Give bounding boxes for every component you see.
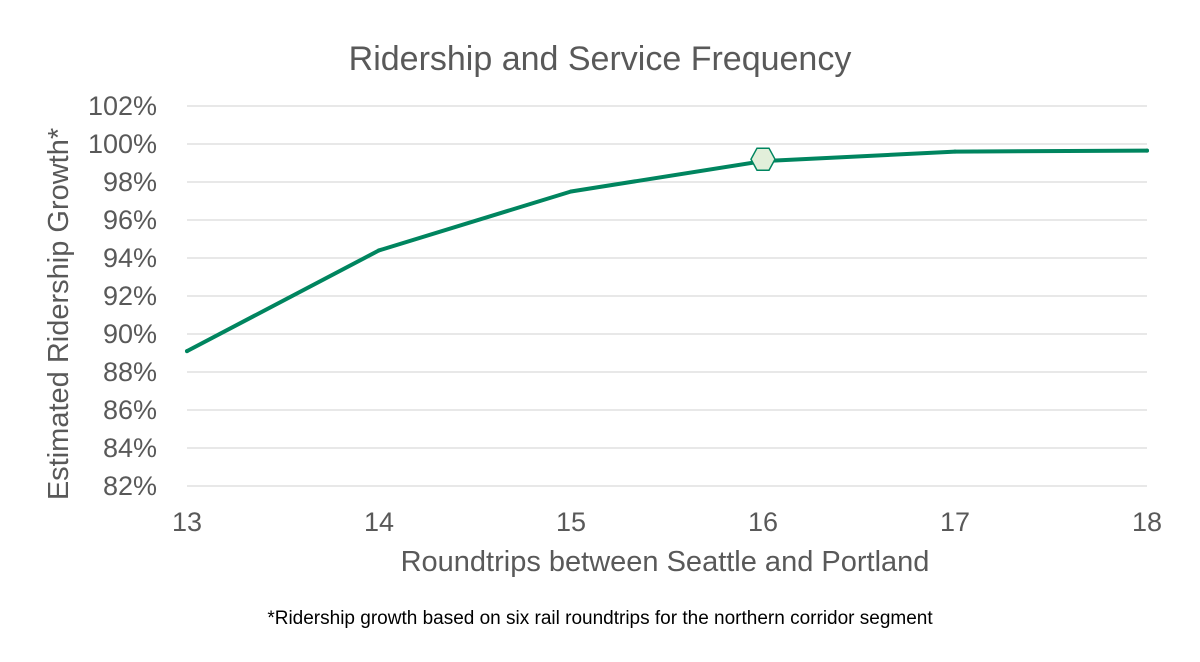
x-axis-label: Roundtrips between Seattle and Portland: [401, 546, 930, 578]
data-point: [569, 189, 573, 194]
y-tick-label: 102%: [88, 91, 157, 121]
y-tick-label: 90%: [103, 319, 157, 349]
series-group: [185, 148, 1149, 354]
y-tick-label: 100%: [88, 129, 157, 159]
y-tick-label: 94%: [103, 243, 157, 273]
y-tick-label: 82%: [103, 471, 157, 501]
y-axis-ticks: 82% 84% 86% 88% 90% 92% 94% 96% 98% 100% 102%: [88, 91, 157, 501]
x-tick-label: 14: [364, 507, 394, 537]
y-tick-label: 96%: [103, 205, 157, 235]
y-tick-label: 98%: [103, 167, 157, 197]
data-point: [1145, 148, 1149, 153]
data-point: [377, 248, 381, 253]
x-tick-label: 17: [940, 507, 970, 537]
x-tick-label: 13: [172, 507, 202, 537]
y-tick-label: 92%: [103, 281, 157, 311]
data-point: [953, 149, 957, 154]
x-tick-label: 18: [1132, 507, 1162, 537]
series-line-0: [185, 148, 1149, 354]
gridlines: [187, 105, 1147, 487]
x-axis-ticks: 13 14 15 16 17 18: [172, 507, 1162, 537]
x-tick-label: 16: [748, 507, 778, 537]
chart-title: Ridership and Service Frequency: [349, 40, 852, 78]
x-tick-label: 15: [556, 507, 586, 537]
y-tick-label: 84%: [103, 433, 157, 463]
highlight-marker: [750, 147, 776, 171]
highlight-group: [750, 147, 776, 171]
y-tick-label: 86%: [103, 395, 157, 425]
data-point: [185, 349, 189, 354]
y-tick-label: 88%: [103, 357, 157, 387]
footnote: *Ridership growth based on six rail roun…: [267, 608, 933, 629]
y-axis-label: Estimated Ridership Growth*: [43, 128, 75, 500]
